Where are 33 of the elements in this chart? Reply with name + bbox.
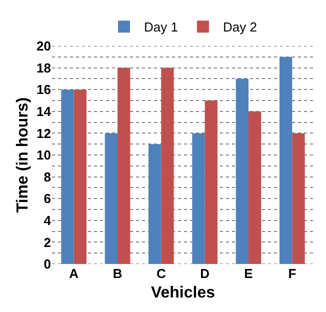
x-tick-label: B (112, 266, 122, 281)
bar (61, 90, 74, 264)
bar (280, 56, 292, 264)
legend-label: Day 1 (144, 20, 178, 35)
y-tick-label: 14 (36, 104, 52, 119)
bar (248, 111, 262, 264)
bar (148, 144, 162, 264)
x-tick-label: F (288, 266, 296, 281)
x-tick-label: A (69, 266, 80, 281)
y-tick-label: 8 (44, 169, 51, 184)
bar (74, 90, 86, 264)
x-tick-label: E (244, 266, 254, 281)
y-axis-title: Time (in hours) (14, 97, 32, 213)
bar (204, 100, 218, 264)
y-tick-label: 0 (44, 256, 51, 272)
bar (161, 68, 174, 264)
y-tick-label: 16 (36, 82, 51, 98)
bar (236, 78, 248, 264)
y-tick-label: 10 (36, 148, 51, 163)
y-tick-label: 2 (44, 234, 51, 250)
bar (104, 133, 118, 264)
y-tick-label: 20 (36, 38, 51, 54)
x-axis-title: Vehicles (150, 284, 216, 302)
x-tick-label: D (200, 266, 210, 281)
legend-label: Day 2 (222, 20, 257, 35)
x-tick-label: C (156, 266, 166, 281)
bar (118, 68, 130, 264)
y-tick-label: 18 (36, 60, 51, 76)
bar (192, 133, 205, 264)
bar (292, 133, 305, 264)
y-tick-label: 6 (44, 191, 51, 206)
y-tick-label: 4 (44, 212, 52, 228)
y-tick-label: 12 (36, 126, 51, 141)
